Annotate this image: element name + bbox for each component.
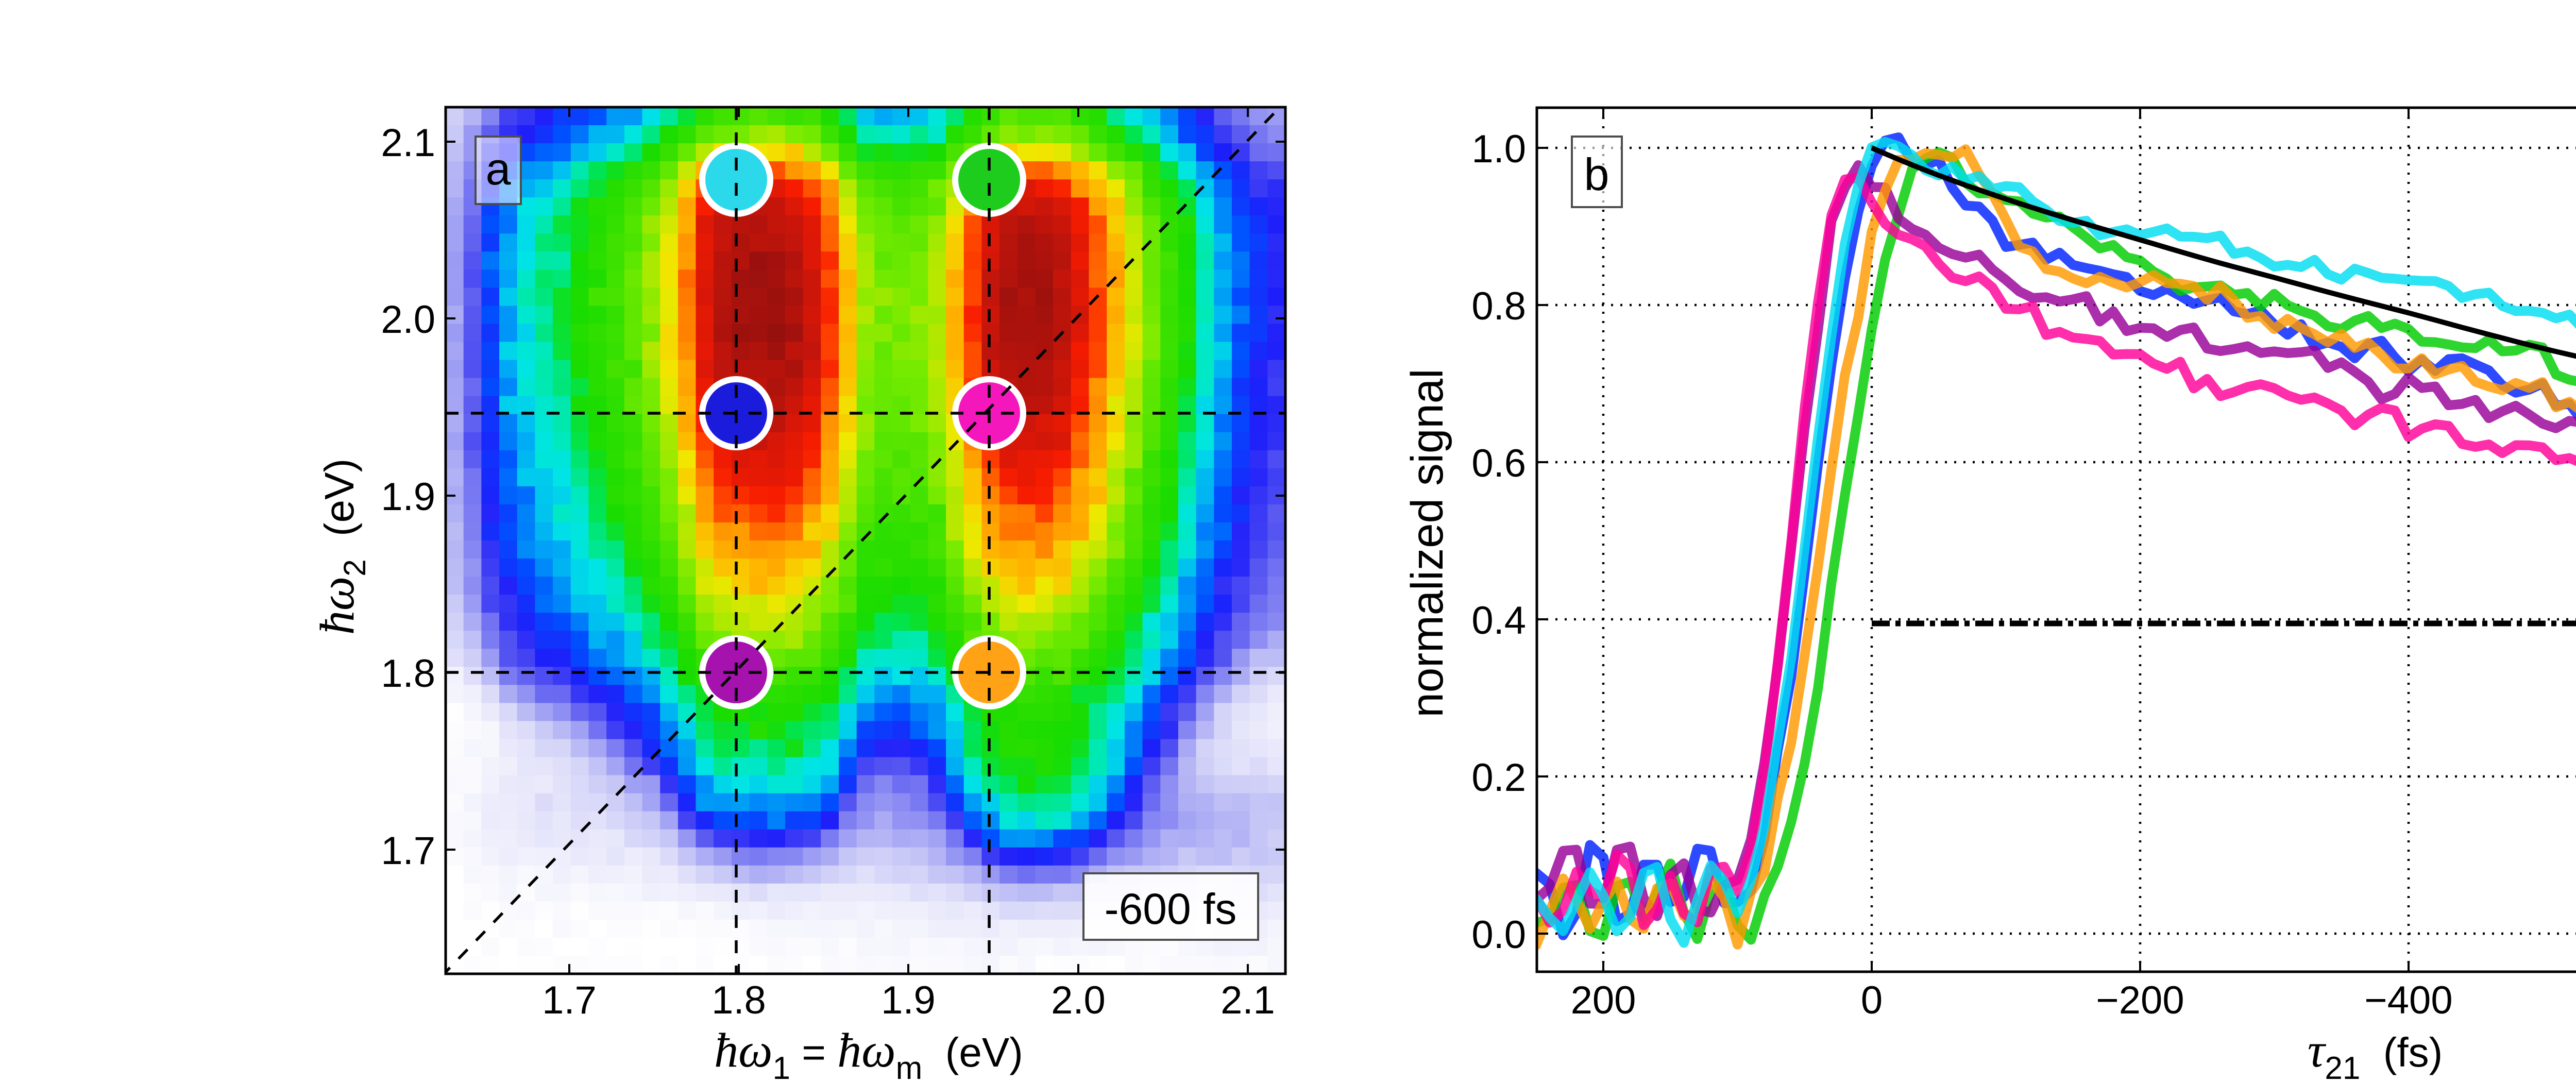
svg-text:0.4: 0.4 bbox=[1471, 599, 1526, 643]
svg-text:−400: −400 bbox=[2364, 978, 2452, 1022]
svg-text:1.8: 1.8 bbox=[711, 978, 766, 1022]
svg-text:2.0: 2.0 bbox=[381, 298, 435, 342]
svg-text:0: 0 bbox=[1861, 978, 1883, 1022]
svg-text:1.9: 1.9 bbox=[381, 475, 435, 519]
svg-text:0.8: 0.8 bbox=[1471, 284, 1526, 328]
svg-text:1.7: 1.7 bbox=[381, 829, 435, 873]
svg-text:1.9: 1.9 bbox=[881, 978, 936, 1022]
svg-text:a: a bbox=[486, 143, 511, 194]
svg-text:τ21 (fs): τ21 (fs) bbox=[2308, 1024, 2443, 1082]
svg-text:200: 200 bbox=[1571, 978, 1636, 1022]
svg-text:1.7: 1.7 bbox=[542, 978, 597, 1022]
svg-text:0.2: 0.2 bbox=[1471, 756, 1526, 800]
svg-text:2.1: 2.1 bbox=[1221, 978, 1275, 1022]
svg-text:2.0: 2.0 bbox=[1051, 978, 1106, 1022]
svg-text:−200: −200 bbox=[2096, 978, 2184, 1022]
svg-text:0.0: 0.0 bbox=[1471, 913, 1526, 957]
svg-text:ħω1 = ħωm (eV): ħω1 = ħωm (eV) bbox=[714, 1024, 1023, 1082]
svg-text:-600 fs: -600 fs bbox=[1105, 885, 1237, 933]
svg-text:normalized signal: normalized signal bbox=[1402, 368, 1452, 717]
svg-text:0.6: 0.6 bbox=[1471, 442, 1526, 485]
svg-text:b: b bbox=[1584, 149, 1609, 200]
svg-text:2.1: 2.1 bbox=[381, 121, 435, 165]
svg-text:1.0: 1.0 bbox=[1471, 127, 1526, 171]
svg-text:1.8: 1.8 bbox=[381, 652, 435, 696]
svg-text:ħω2 (eV): ħω2 (eV) bbox=[311, 459, 372, 635]
